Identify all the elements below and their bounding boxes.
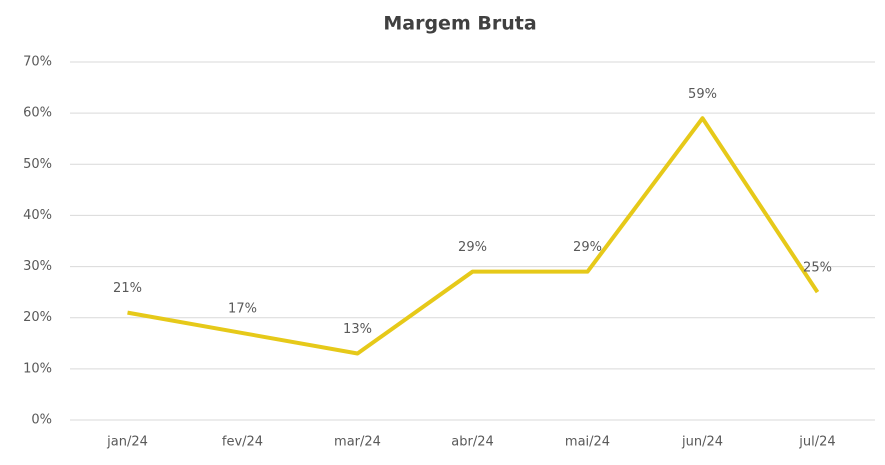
x-tick-label: mai/24 <box>565 435 610 450</box>
line <box>127 116 820 356</box>
data-label: 59% <box>688 87 717 102</box>
x-tick-label: jun/24 <box>681 435 723 450</box>
y-tick-label: 60% <box>23 106 52 121</box>
x-tick-label: jan/24 <box>106 435 148 450</box>
x-tick-label: jul/24 <box>798 435 835 450</box>
x-tick-label: fev/24 <box>222 435 263 450</box>
y-tick-label: 0% <box>31 413 52 428</box>
y-tick-label: 40% <box>23 208 52 223</box>
y-tick-label: 20% <box>23 310 52 325</box>
y-tick-label: 30% <box>23 259 52 274</box>
data-label: 21% <box>113 281 142 296</box>
y-tick-label: 50% <box>23 157 52 172</box>
chart-title: Margem Bruta <box>383 13 536 35</box>
data-label: 29% <box>458 240 487 255</box>
data-label: 25% <box>803 261 832 276</box>
x-tick-label: mar/24 <box>334 435 381 450</box>
data-label: 29% <box>573 240 602 255</box>
data-label: 17% <box>228 302 257 317</box>
y-tick-label: 70% <box>23 55 52 70</box>
x-tick-label: abr/24 <box>451 435 494 450</box>
y-tick-label: 10% <box>23 361 52 376</box>
data-label: 13% <box>343 322 372 337</box>
